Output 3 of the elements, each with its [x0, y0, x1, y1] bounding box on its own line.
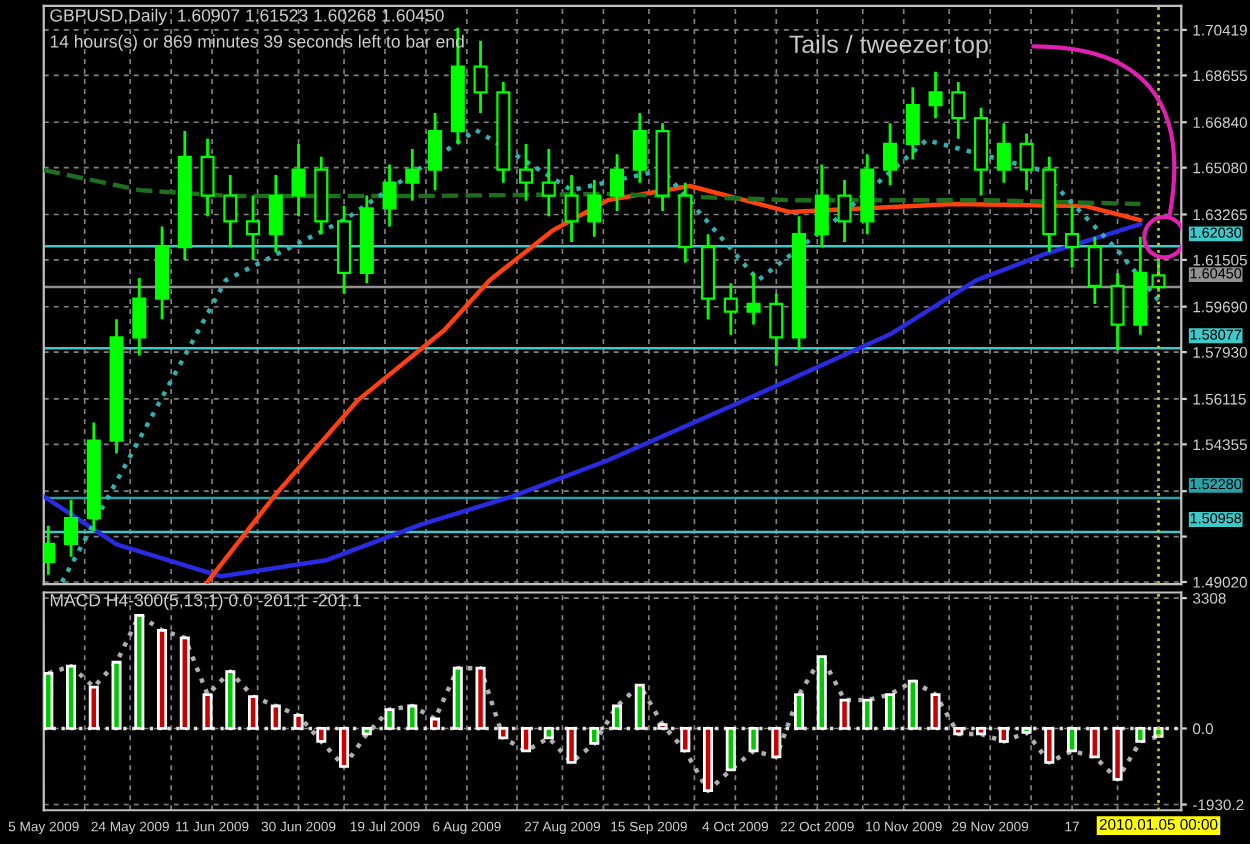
annotation: Tails / tweezer top — [789, 34, 988, 59]
chart-title: GBPUSD,Daily 1.60907 1.61523 1.60268 1.60450 — [50, 8, 444, 26]
chart-title: MACD H4-300(5,13,1) 0.0 -201.1 -201.1 — [50, 593, 361, 610]
